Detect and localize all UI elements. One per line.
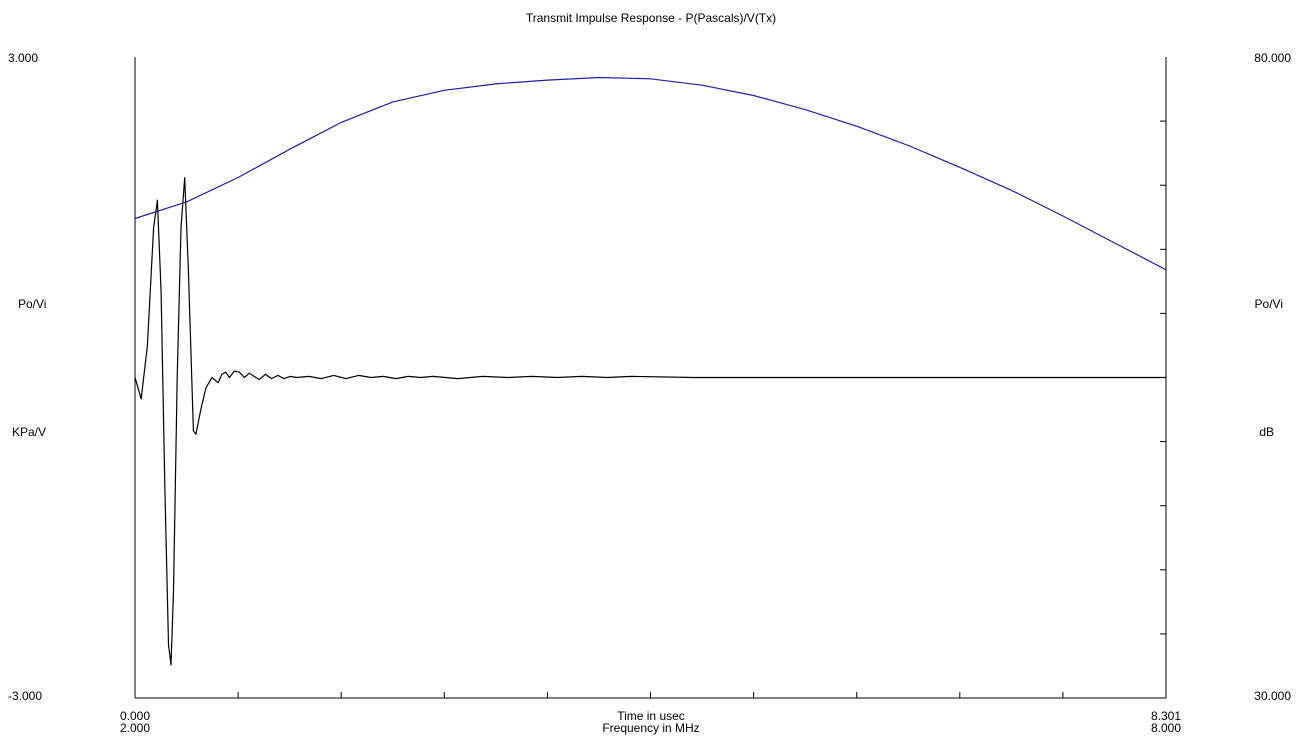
left-axis-max-label: 3.000 <box>8 51 39 65</box>
x-axis-freq-title: Frequency in MHz <box>602 721 700 735</box>
x-axis-time-title: Time in usec <box>617 709 685 723</box>
right-axis-min-label: 30.000 <box>1254 689 1291 703</box>
spectrum-line <box>134 76 1167 271</box>
x-axis-freq-max-label: 8.000 <box>1150 721 1182 735</box>
plot-series <box>134 76 1167 666</box>
impulse-response-line <box>134 177 1166 666</box>
x-axis-time-min-label: 0.000 <box>119 709 151 723</box>
right-axis-title: Po/Vi <box>1254 297 1283 311</box>
left-axis-title: Po/Vi <box>18 297 47 311</box>
left-axis-unit: KPa/V <box>12 425 47 439</box>
chart-title: Transmit Impulse Response - P(Pascals)/V… <box>525 11 777 25</box>
right-axis-unit: dB <box>1259 425 1274 439</box>
right-axis-max-label: 80.000 <box>1254 51 1291 65</box>
x-axis-time-max-label: 8.301 <box>1150 709 1182 723</box>
left-axis-min-label: -3.000 <box>8 689 43 703</box>
x-axis-freq-min-label: 2.000 <box>119 721 151 735</box>
